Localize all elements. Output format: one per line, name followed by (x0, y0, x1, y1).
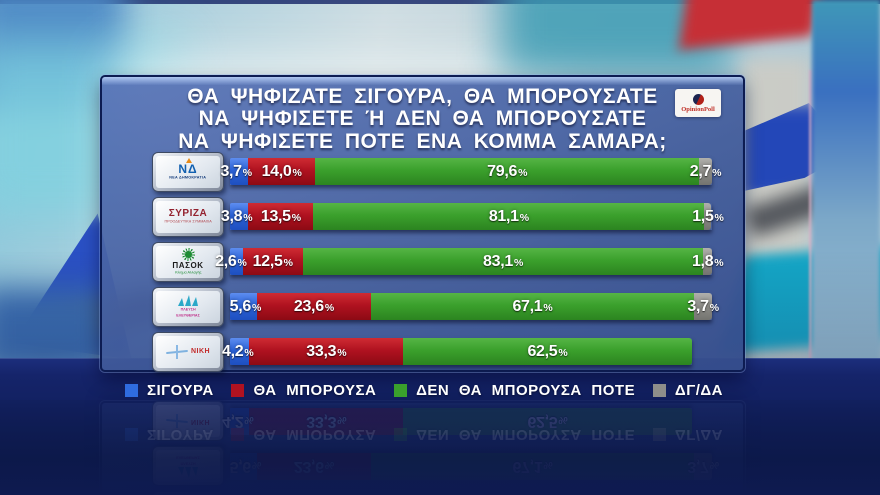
legend-swatch-icon (652, 383, 666, 397)
poll-panel: ΘΑ ΨΗΦΙΖΑΤΕ ΣΙΓΟΥΡΑ, ΘΑ ΜΠΟΡΟΥΣΑΤΕ ΝΑ ΨΗ… (100, 75, 745, 372)
segment-never-ever (370, 293, 695, 320)
percent-sign: % (714, 211, 724, 224)
segment-could (242, 248, 303, 275)
opinionpoll-logo: OpinionPoll (675, 89, 721, 117)
party-logo-nd: ΝΔ ΝΕΑ ΔΗΜΟΚΡΑΤΙΑ (152, 151, 224, 192)
legend-item: ΔΕΝ ΘΑ ΜΠΟΡΟΥΣΑ ΠΟΤΕ (394, 382, 635, 399)
segment-never-ever (315, 158, 699, 185)
segment-sure (230, 293, 257, 320)
legend-item: ΣΙΓΟΥΡΑ (125, 382, 214, 399)
party-row: ΠΛΕΥΣΗ ΕΛΕΥΘΕΡΙΑΣ 5,6% 23,6% 67,1% 3,7% (102, 284, 747, 329)
stacked-bar-segments (230, 203, 712, 230)
segment-could (256, 293, 371, 320)
bg-top-strip (0, 0, 880, 4)
pasok-wordmark: ΠΑΣΟΚ (172, 260, 204, 270)
legend-label: ΔΕΝ ΘΑ ΜΠΟΡΟΥΣΑ ΠΟΤΕ (416, 381, 636, 399)
niki-logo-row: ΝΙΚΗ (165, 344, 211, 359)
pasok-sun-icon (181, 247, 195, 261)
stacked-bar-segments (230, 158, 712, 185)
party-logo-face: ΝΙΚΗ (156, 335, 220, 368)
stacked-bar: 4,2% 33,3% 62,5% (222, 338, 692, 365)
nd-accent-icon (186, 158, 192, 163)
segment-sure (230, 203, 249, 230)
party-logo-plefsi: ΠΛΕΥΣΗ ΕΛΕΥΘΕΡΙΑΣ (152, 286, 224, 327)
party-logo-syriza: ΣΥΡΙΖΑ ΠΡΟΟΔΕΥΤΙΚΗ ΣΥΜΜΑΧΙΑ (152, 196, 224, 237)
panel-gloss (102, 77, 743, 85)
segment-could (249, 338, 404, 365)
plefsi-sails-icon (178, 294, 198, 306)
sail-icon (185, 294, 191, 306)
percent-sign: % (714, 256, 724, 269)
legend-swatch-icon (231, 383, 245, 397)
bg-red-parallelogram (678, 0, 823, 50)
niki-wordmark: ΝΙΚΗ (190, 348, 211, 355)
stacked-bar: 5,6% 23,6% 67,1% 3,7% (230, 293, 719, 320)
stacked-bar-segments (230, 248, 712, 275)
opinionpoll-label: OpinionPoll (681, 105, 715, 113)
sail-icon (178, 297, 184, 306)
segment-never-ever (302, 248, 704, 275)
nd-wordmark: ΝΔ (178, 161, 198, 176)
segment-could (248, 203, 314, 230)
party-row: ΝΙΚΗ 4,2% 33,3% 62,5% (102, 329, 747, 374)
stacked-bar: 2,6% 12,5% 83,1% 1,8% (215, 248, 724, 275)
bg-blue-strip-right (812, 0, 880, 366)
stacked-bar-segments (230, 293, 712, 320)
poll-question: ΘΑ ΨΗΦΙΖΑΤΕ ΣΙΓΟΥΡΑ, ΘΑ ΜΠΟΡΟΥΣΑΤΕ ΝΑ ΨΗ… (102, 85, 743, 153)
niki-cross-icon (165, 344, 188, 359)
party-logo-face: ΠΑΣΟΚ Κίνημα Αλλαγής (156, 245, 220, 278)
segment-sure (230, 338, 250, 365)
party-row: ΣΥΡΙΖΑ ΠΡΟΟΔΕΥΤΙΚΗ ΣΥΜΜΑΧΙΑ 3,8% 13,5% 81,1%… (102, 194, 747, 239)
legend-label: ΘΑ ΜΠΟΡΟΥΣΑ (253, 381, 377, 399)
legend-item: ΔΓ/ΔΑ (652, 381, 723, 399)
stacked-bar: 3,8% 13,5% 81,1% 1,5% (221, 203, 724, 230)
legend-swatch-icon (125, 383, 138, 397)
plefsi-wordmark: ΠΛΕΥΣΗ (180, 307, 196, 312)
syriza-tagline: ΠΡΟΟΔΕΥΤΙΚΗ ΣΥΜΜΑΧΙΑ (164, 219, 212, 224)
legend-label: ΣΙΓΟΥΡΑ (147, 381, 214, 399)
segment-dk-na (698, 158, 712, 185)
party-logo-face: ΠΛΕΥΣΗ ΕΛΕΥΘΕΡΙΑΣ (156, 290, 220, 323)
segment-dk-na (703, 248, 712, 275)
poll-question-line3: ΝΑ ΨΗΦΙΣΕΤΕ ΠΟΤΕ ΕΝΑ ΚΟΜΜΑ ΣΑΜΑΡΑ; (178, 129, 667, 153)
party-logo-niki: ΝΙΚΗ (152, 331, 224, 372)
poll-question-line1: ΘΑ ΨΗΦΙΖΑΤΕ ΣΙΓΟΥΡΑ, ΘΑ ΜΠΟΡΟΥΣΑΤΕ (187, 85, 658, 108)
poll-question-line2: ΝΑ ΨΗΦΙΣΕΤΕ Ή ΔΕΝ ΘΑ ΜΠΟΡΟΥΣΑΤΕ (198, 107, 647, 131)
nd-tagline: ΝΕΑ ΔΗΜΟΚΡΑΤΙΑ (169, 175, 207, 180)
stacked-bar: 3,7% 14,0% 79,6% 2,7% (220, 158, 721, 185)
segment-dk-na (704, 203, 712, 230)
pasok-tagline: Κίνημα Αλλαγής (174, 270, 202, 275)
party-logo-face: ΝΔ ΝΕΑ ΔΗΜΟΚΡΑΤΙΑ (156, 155, 220, 188)
legend-label: ΔΓ/ΔΑ (674, 381, 723, 399)
segment-dk-na (694, 293, 712, 320)
segment-could (247, 158, 316, 185)
bg-pink-line (809, 70, 812, 365)
legend-item: ΘΑ ΜΠΟΡΟΥΣΑ (231, 382, 376, 399)
plefsi-tagline: ΕΛΕΥΘΕΡΙΑΣ (176, 313, 200, 318)
legend-swatch-icon (394, 383, 408, 397)
segment-never-ever (403, 338, 692, 365)
segment-sure (230, 158, 248, 185)
party-logo-face: ΣΥΡΙΖΑ ΠΡΟΟΔΕΥΤΙΚΗ ΣΥΜΜΑΧΙΑ (156, 200, 220, 233)
opinionpoll-icon (692, 93, 704, 105)
percent-sign: % (712, 166, 722, 179)
chart-legend: ΣΙΓΟΥΡΑ ΘΑ ΜΠΟΡΟΥΣΑ ΔΕΝ ΘΑ ΜΠΟΡΟΥΣΑ ΠΟΤΕ ΔΓ… (125, 379, 723, 401)
segment-never-ever (313, 203, 705, 230)
segment-sure (230, 248, 243, 275)
syriza-wordmark: ΣΥΡΙΖΑ (168, 207, 208, 219)
party-row: ΝΔ ΝΕΑ ΔΗΜΟΚΡΑΤΙΑ 3,7% 14,0% 79,6% 2,7% (102, 149, 747, 194)
sail-icon (192, 296, 198, 306)
stacked-bar-segments (230, 338, 692, 365)
